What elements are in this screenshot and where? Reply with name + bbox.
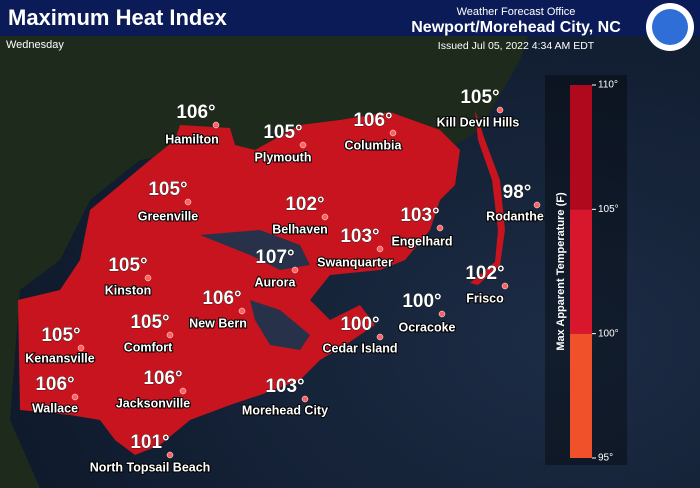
city-name: Aurora	[255, 275, 297, 289]
city-dot	[501, 282, 509, 290]
heat-index: 98°	[503, 182, 532, 203]
title: Maximum Heat Index	[8, 5, 228, 30]
header-bar	[0, 0, 700, 36]
heat-index: 105°	[41, 325, 80, 346]
heat-index: 100°	[402, 291, 441, 312]
heat-index: 102°	[465, 263, 504, 284]
legend-band	[570, 333, 592, 458]
heat-index: 106°	[143, 368, 182, 389]
city-dot	[291, 266, 299, 274]
city-name: Wallace	[32, 401, 78, 415]
city-name: Jacksonville	[116, 396, 190, 410]
city-name: Kenansville	[25, 351, 95, 365]
legend-tick-label: 105°	[598, 204, 619, 215]
city-dot	[77, 344, 85, 352]
city-name: Plymouth	[255, 150, 312, 164]
city-dot	[184, 198, 192, 206]
river	[200, 230, 310, 270]
heat-region	[18, 112, 460, 455]
city-dot	[389, 129, 397, 137]
city-dot	[238, 307, 246, 315]
city-dot	[144, 274, 152, 282]
city-name: Cedar Island	[322, 341, 397, 355]
heat-index: 105°	[130, 312, 169, 333]
heat-index: 102°	[285, 194, 324, 215]
heat-index: 106°	[176, 102, 215, 123]
city-name: Comfort	[124, 340, 173, 354]
city-dot	[301, 395, 309, 403]
city-name: Belhaven	[272, 222, 328, 236]
land	[0, 290, 40, 488]
city-dot	[321, 213, 329, 221]
office: Weather Forecast Office	[457, 6, 576, 18]
heat-index: 103°	[340, 226, 379, 247]
city-dot	[496, 106, 504, 114]
heat-index: 105°	[148, 179, 187, 200]
heat-index: 100°	[340, 314, 379, 335]
legend-tick-label: 100°	[598, 328, 619, 339]
city-name: Columbia	[345, 138, 403, 152]
city-name: Swanquarter	[317, 255, 393, 269]
legend-tick-label: 110°	[598, 80, 618, 91]
legend-band	[570, 85, 592, 210]
city-name: Greenville	[138, 209, 198, 223]
day: Wednesday	[6, 39, 64, 51]
city-name: Frisco	[466, 291, 504, 305]
logo	[652, 9, 688, 45]
heat-index: 106°	[35, 374, 74, 395]
outer-banks	[470, 110, 505, 285]
city-name: Kinston	[105, 283, 152, 297]
heat-index: 106°	[202, 288, 241, 309]
city-dot	[438, 310, 446, 318]
legend-tick-label: 95°	[598, 453, 613, 464]
legend-band	[570, 209, 592, 334]
heat-index: 101°	[130, 432, 169, 453]
heat-index: 106°	[353, 110, 392, 131]
river	[250, 300, 310, 350]
heat-index: 105°	[263, 122, 302, 143]
city-name: New Bern	[189, 316, 247, 330]
city-dot	[376, 333, 384, 341]
location: Newport/Morehead City, NC	[411, 19, 621, 36]
city-name: Ocracoke	[399, 320, 456, 334]
city-name: North Topsail Beach	[90, 460, 211, 474]
city-name: Morehead City	[242, 403, 328, 417]
city-name: Kill Devil Hills	[437, 115, 520, 129]
issued: Issued Jul 05, 2022 4:34 AM EDT	[438, 40, 595, 52]
city-dot	[166, 331, 174, 339]
heat-index: 105°	[108, 255, 147, 276]
heat-index: 105°	[460, 87, 499, 108]
city-name: Hamilton	[165, 132, 218, 146]
city-dot	[212, 121, 220, 129]
heat-index: 107°	[255, 247, 294, 268]
heat-index: 103°	[265, 376, 304, 397]
city-name: Rodanthe	[486, 209, 544, 223]
city-dot	[533, 201, 541, 209]
city-dot	[376, 245, 384, 253]
city-dot	[166, 451, 174, 459]
city-name: Engelhard	[391, 234, 452, 248]
city-dot	[436, 224, 444, 232]
city-dot	[299, 141, 307, 149]
city-dot	[71, 393, 79, 401]
legend-title: Max Apparent Temperature (F)	[555, 192, 567, 351]
heat-index: 103°	[400, 205, 439, 226]
city-dot	[179, 387, 187, 395]
